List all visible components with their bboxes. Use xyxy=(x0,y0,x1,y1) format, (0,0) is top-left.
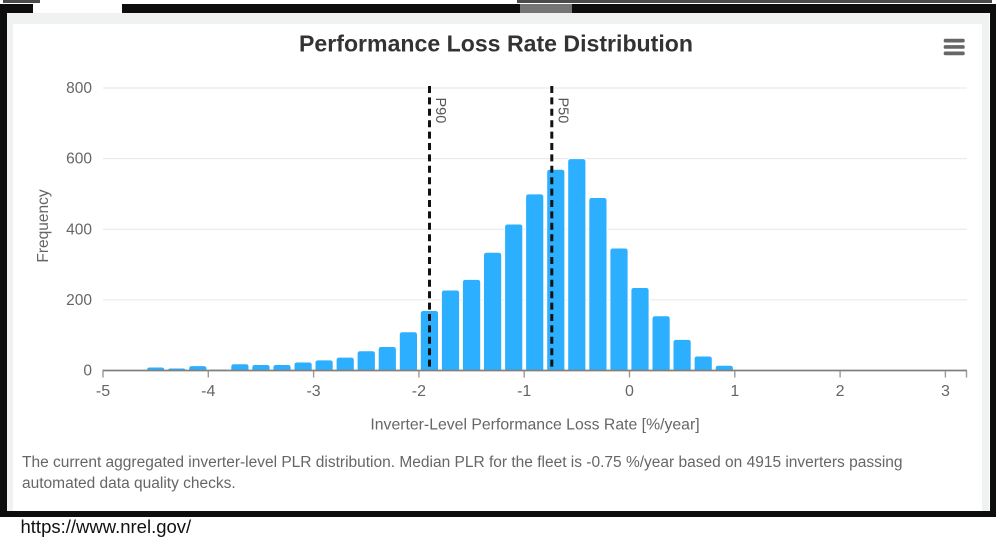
svg-text:0: 0 xyxy=(625,383,634,400)
svg-text:-4: -4 xyxy=(201,383,215,400)
svg-text:0: 0 xyxy=(83,363,92,380)
svg-text:800: 800 xyxy=(66,80,92,97)
svg-text:600: 600 xyxy=(66,151,92,168)
svg-text:Frequency: Frequency xyxy=(35,189,52,262)
svg-text:-3: -3 xyxy=(306,383,320,400)
svg-text:Performance Loss Rate Distribu: Performance Loss Rate Distribution xyxy=(299,31,693,57)
svg-text:P50: P50 xyxy=(554,98,570,124)
svg-text:-2: -2 xyxy=(412,383,426,400)
svg-text:200: 200 xyxy=(66,292,92,309)
svg-text:400: 400 xyxy=(66,221,92,238)
svg-text:1: 1 xyxy=(730,383,739,400)
svg-text:-1: -1 xyxy=(517,383,531,400)
svg-text:-5: -5 xyxy=(96,383,110,400)
svg-text:2: 2 xyxy=(836,383,845,400)
svg-text:P90: P90 xyxy=(432,98,448,124)
svg-text:Inverter-Level Performance Los: Inverter-Level Performance Loss Rate [%/… xyxy=(370,417,699,434)
svg-text:3: 3 xyxy=(941,383,950,400)
